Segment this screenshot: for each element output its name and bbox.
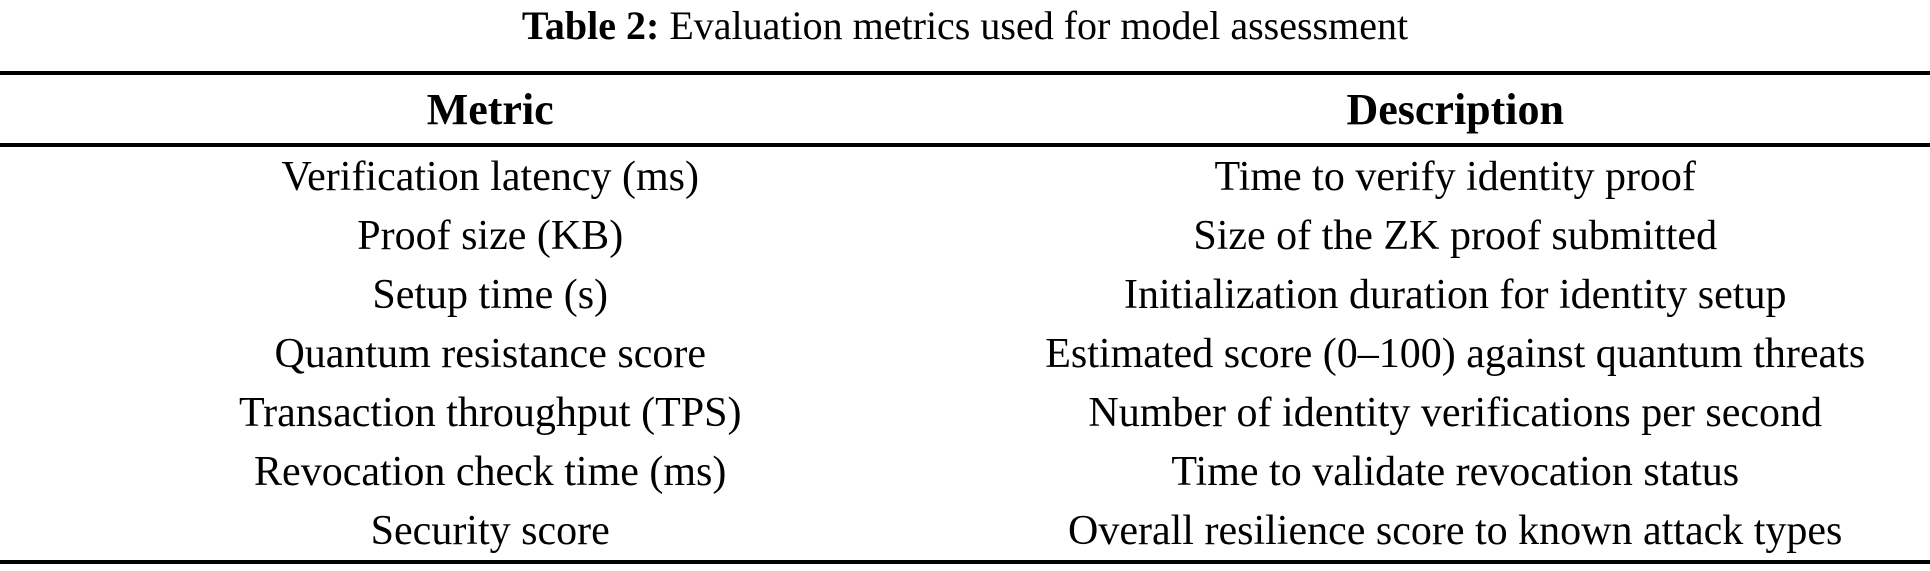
metric-cell: Proof size (KB) [357,212,624,259]
description-cell: Overall resilience score to known attack… [1068,507,1843,554]
column-header-description: Description [1346,84,1564,134]
metric-cell: Setup time (s) [372,271,609,318]
table-row: Transaction throughput (TPS) Number of i… [0,383,1930,442]
table-row: Security score Overall resilience score … [0,501,1930,562]
metric-cell: Verification latency (ms) [281,153,699,200]
table-caption: Table 2: Evaluation metrics used for mod… [0,2,1930,50]
table-body: Verification latency (ms) Time to verify… [0,145,1930,562]
description-cell: Number of identity verifications per sec… [1088,389,1823,436]
table-row: Setup time (s) Initialization duration f… [0,265,1930,324]
table-caption-text: Evaluation metrics used for model assess… [659,3,1409,48]
table-header-row: Metric Description [0,73,1930,145]
metric-cell: Quantum resistance score [274,330,706,377]
table-row: Revocation check time (ms) Time to valid… [0,442,1930,501]
description-cell: Time to validate revocation status [1171,448,1740,495]
metric-cell: Transaction throughput (TPS) [238,389,742,436]
column-header-metric: Metric [426,84,554,134]
table-row: Verification latency (ms) Time to verify… [0,145,1930,206]
table-caption-number: Table 2: [521,3,660,48]
table-row: Quantum resistance score Estimated score… [0,324,1930,383]
description-cell: Initialization duration for identity set… [1123,271,1787,318]
description-cell: Size of the ZK proof submitted [1193,212,1718,259]
table-row: Proof size (KB) Size of the ZK proof sub… [0,206,1930,265]
description-cell: Estimated score (0–100) against quantum … [1045,330,1866,377]
evaluation-metrics-table: Metric Description Verification latency … [0,71,1930,564]
description-cell: Time to verify identity proof [1214,153,1696,200]
metric-cell: Revocation check time (ms) [254,448,727,495]
metric-cell: Security score [370,507,610,554]
